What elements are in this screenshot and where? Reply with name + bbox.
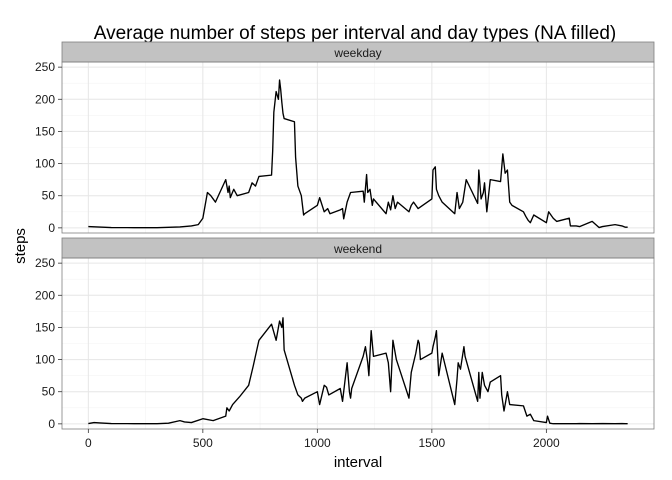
x-tick-label: 2000: [533, 436, 560, 450]
y-tick-label: 50: [42, 385, 56, 399]
panel-1-gridlines: [62, 62, 654, 233]
panel-1-border: [61, 61, 655, 234]
y-tick-label: 100: [35, 353, 55, 367]
y-tick-label: 100: [35, 157, 55, 171]
weekday-series-line: [88, 79, 628, 229]
y-tick-label: 250: [35, 60, 55, 74]
panel-1-y-tick-labels: 0 50 100 150 200 250: [35, 60, 62, 235]
weekend-series-line: [88, 317, 628, 425]
panel-2-strip-label: weekend: [333, 242, 382, 256]
panel-2-border: [61, 257, 655, 430]
x-tick-label: 500: [193, 436, 213, 450]
chart-title: Average number of steps per interval and…: [94, 23, 616, 44]
y-tick-label: 0: [48, 221, 55, 235]
y-tick-label: 200: [35, 288, 55, 302]
x-axis-title: interval: [334, 454, 382, 471]
panel-1-strip-label: weekday: [333, 46, 381, 60]
y-axis-title: steps: [12, 228, 29, 264]
y-tick-label: 200: [35, 92, 55, 106]
y-tick-label: 150: [35, 320, 55, 334]
y-tick-label: 250: [35, 256, 55, 270]
y-tick-label: 50: [42, 189, 56, 203]
x-tick-label: 1500: [419, 436, 446, 450]
y-tick-label: 0: [48, 417, 55, 431]
x-tick-label: 0: [85, 436, 92, 450]
panel-2-y-tick-labels: 0 50 100 150 200 250: [35, 256, 62, 431]
x-axis-ticks: 0 500 1000 1500 2000: [85, 429, 560, 450]
x-tick-label: 1000: [304, 436, 331, 450]
y-tick-label: 150: [35, 124, 55, 138]
